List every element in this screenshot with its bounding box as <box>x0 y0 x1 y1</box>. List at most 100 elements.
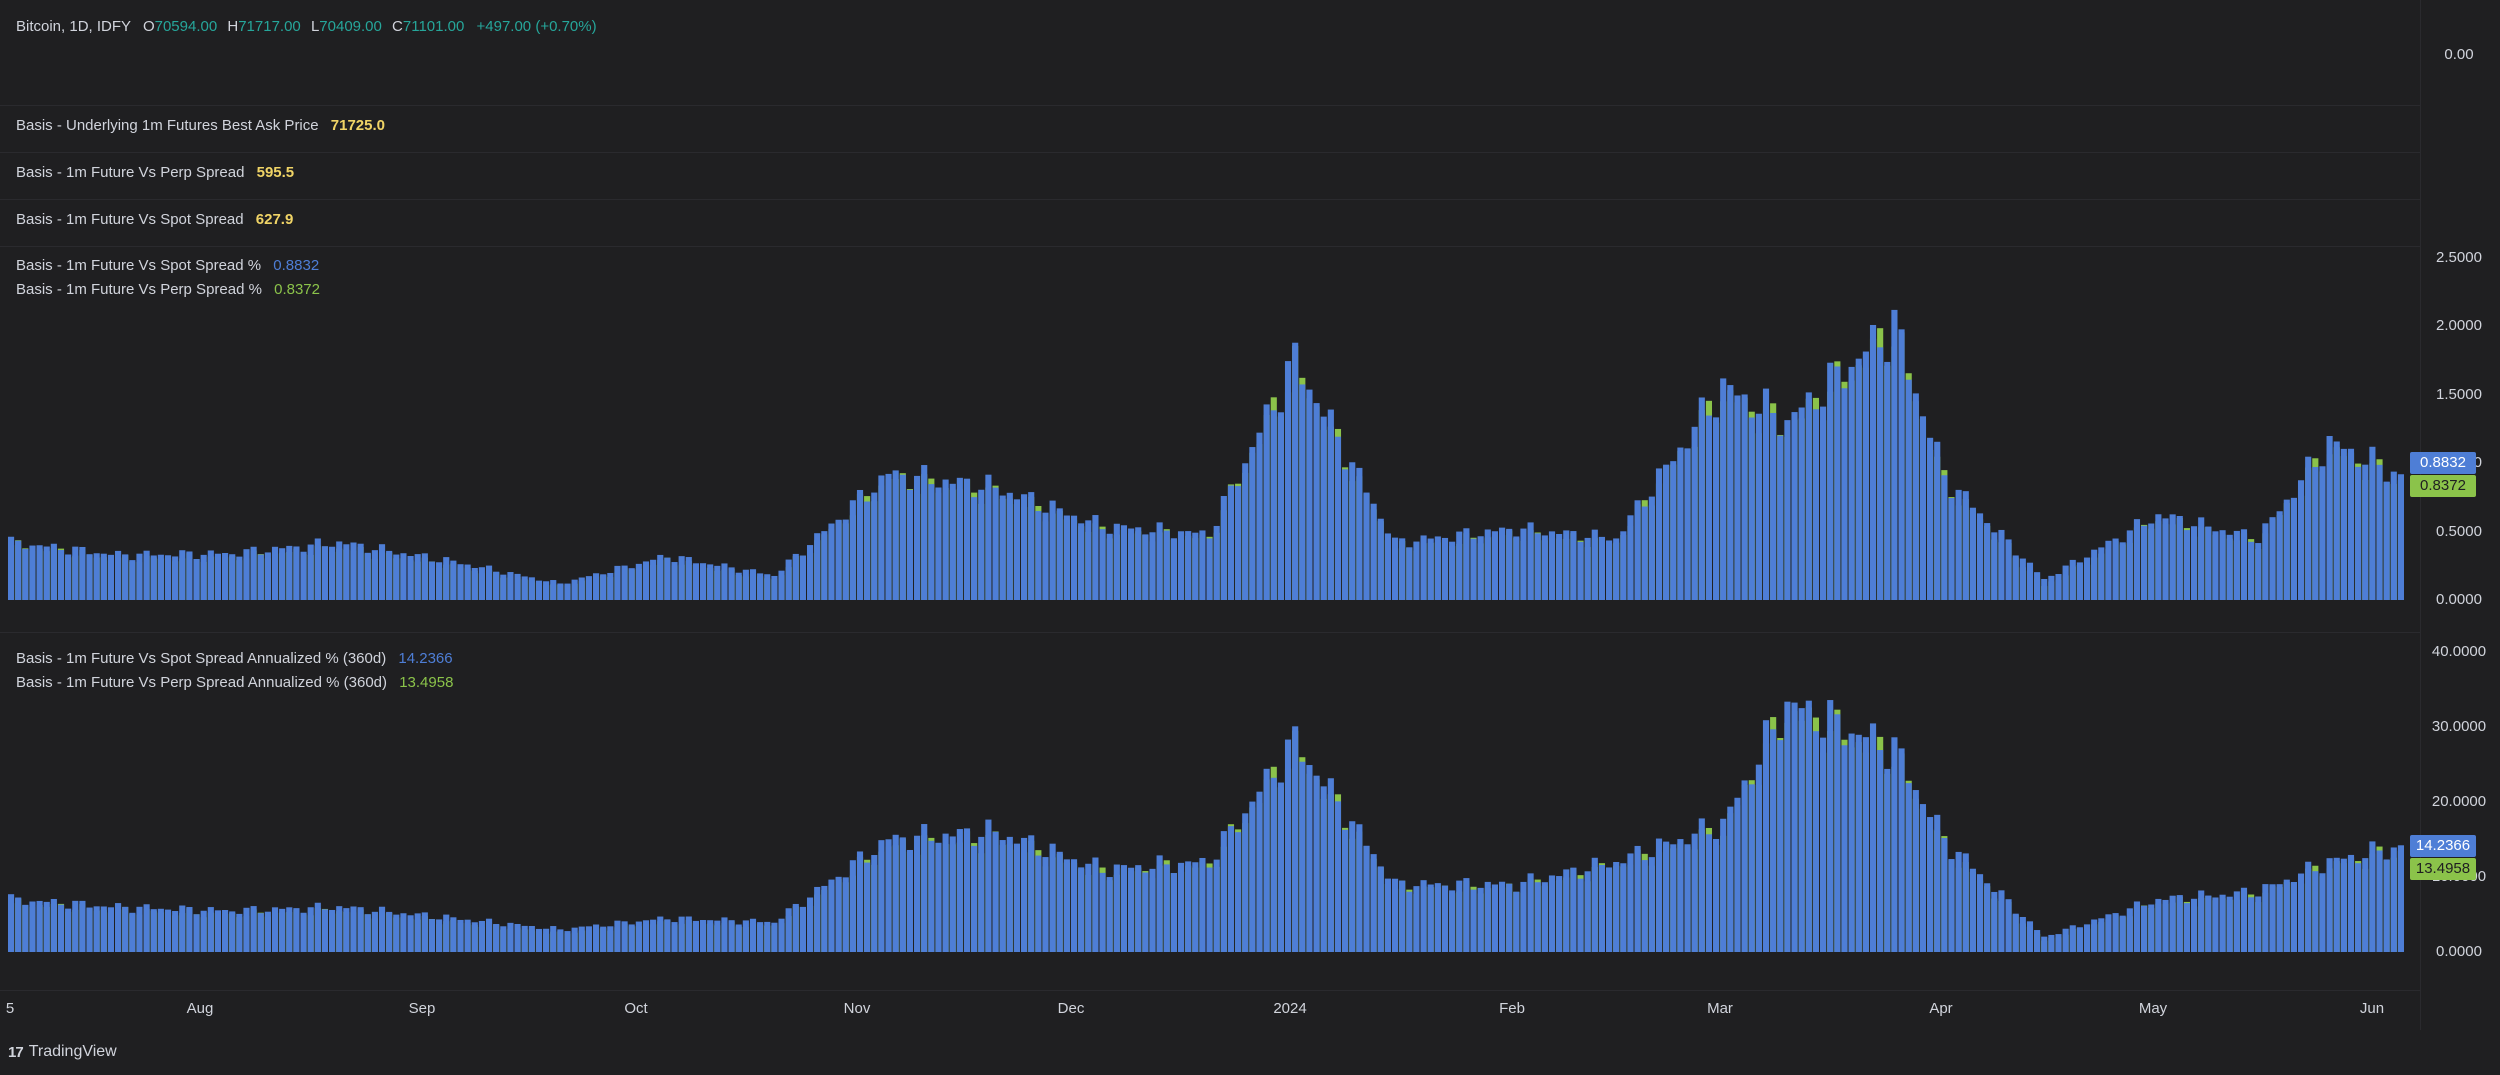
pane1-perp-bar <box>914 475 921 600</box>
pane2-perp-bar <box>1541 882 1548 952</box>
pane2-perp-bar <box>1049 843 1056 952</box>
pane2-perp-bar <box>600 926 607 952</box>
pane2-perp-bar <box>699 920 707 952</box>
pane1-perp-bar <box>428 561 436 600</box>
pane1-perp-bar <box>2397 474 2404 600</box>
pane2-perp-bar <box>2340 858 2347 952</box>
pane2-perp-bar <box>1648 857 1655 952</box>
pane2-perp-bar <box>1841 745 1848 952</box>
pane1-perp-bar <box>500 574 507 600</box>
pane1-perp-bar <box>685 557 692 600</box>
pane1-perp-bar <box>1363 492 1370 600</box>
pane1-perp-bar <box>878 475 885 600</box>
pane1-perp-bar <box>2340 448 2347 600</box>
pane2-perp-bar <box>1085 863 1092 952</box>
pane1-perp-bar <box>493 571 500 600</box>
pane1-perp-bar <box>528 577 535 600</box>
x-axis-tick: May <box>2138 1000 2168 1017</box>
low-value: 70409.00 <box>319 18 382 35</box>
pane2-perp-bar <box>1698 818 1705 952</box>
pane2-perp-bar <box>1762 720 1770 952</box>
pane1-perp-bar <box>93 553 100 600</box>
pane1-perp-bar <box>1984 523 1991 600</box>
pane1-perp-bar <box>1049 500 1056 600</box>
pane1-perp-bar <box>1056 508 1063 600</box>
pane2-spot-label: Basis - 1m Future Vs Spot Spread Annuali… <box>16 650 387 667</box>
pane2-perp-bar <box>414 913 421 952</box>
pane1-perp-bar <box>956 477 963 600</box>
pane2-perp-bar <box>557 929 564 952</box>
pane1-perp-bar <box>207 550 214 600</box>
pane1-perp-bar <box>1299 384 1306 600</box>
pane1-perp-bar <box>1192 532 1199 600</box>
pane1-perp-bar <box>1955 489 1962 600</box>
x-axis-tick: Feb <box>1499 1000 1525 1017</box>
pane1-perp-bar <box>279 548 286 600</box>
pane1-perp-bar <box>1805 392 1812 600</box>
pane2-perp-bar <box>129 912 136 952</box>
pane1-perp-bar <box>1577 541 1584 600</box>
pane2-perp-bar <box>1235 832 1242 952</box>
pane2-perp-bar <box>1805 700 1812 952</box>
pane1-perp-bar <box>243 549 250 600</box>
pane2-perp-bar <box>229 911 236 952</box>
pane1-perp-bar <box>1135 527 1142 600</box>
pane1-perp-bar <box>1898 329 1905 600</box>
pane1-perp-bar <box>321 546 329 600</box>
pane1-perp-bar <box>1235 486 1242 600</box>
pane1-perp-bar <box>971 497 978 600</box>
pane2-perp-bar <box>1320 786 1327 952</box>
pane2-perp-bar <box>107 907 115 952</box>
pane2-perp-bar <box>914 835 921 952</box>
pane1-perp-bar <box>1070 515 1078 600</box>
pane1-perp-bar <box>378 544 386 600</box>
pane1-perp-bar <box>157 554 164 600</box>
pane1-perp-bar <box>300 551 307 600</box>
pane1-perp-bar <box>400 553 407 600</box>
pane1-perp-bar <box>721 563 728 600</box>
pane2-perp-bar <box>179 905 186 952</box>
pane2-perp-bar <box>785 908 792 952</box>
pane1-perp-bar <box>329 546 336 600</box>
pane1-perp-bar <box>229 554 236 600</box>
pane1-perp-bar <box>1677 447 1684 600</box>
pane1-perp-bar <box>699 563 707 600</box>
pane2-perp-bar <box>1484 881 1491 952</box>
pane2-perp-bar <box>1028 835 1035 952</box>
pane1-perp-bar <box>1919 416 1927 600</box>
pane2-perp-bar <box>172 911 179 952</box>
pane2-perp-bar <box>500 926 507 952</box>
pane1-perp-bar <box>1506 528 1513 600</box>
pane2-perp-bar <box>1263 768 1270 952</box>
pane2-perp-bar <box>86 907 93 952</box>
pane2-perp-bar <box>243 907 250 952</box>
pane2-perp-bar <box>314 902 321 952</box>
spot-spread-legend: Basis - 1m Future Vs Spot Spread 627.9 <box>16 211 293 228</box>
pane2-perp-bar <box>1670 844 1677 952</box>
pane2-perp-bar <box>357 907 364 952</box>
pane1-perp-bar <box>1705 415 1713 600</box>
pane2-perp-bar <box>1185 861 1192 952</box>
pane2-perp-bar <box>507 922 514 952</box>
pane2-perp-label: Basis - 1m Future Vs Perp Spread Annuali… <box>16 674 388 691</box>
pane1-perp-bar <box>136 553 143 600</box>
pane2-perp-bar <box>1927 817 1934 952</box>
pane1-perp-bar <box>814 533 821 600</box>
pane1-perp-bar <box>1349 462 1356 600</box>
pane1-perp-bar <box>2091 549 2098 600</box>
pane1-perp-bar <box>1613 538 1620 600</box>
pane1-perp-label: Basis - 1m Future Vs Perp Spread % <box>16 281 262 298</box>
pane2-perp-bar <box>835 876 842 952</box>
pane1-perp-bar <box>664 557 671 600</box>
x-axis-tick: Oct <box>624 1000 648 1017</box>
pane2-perp-bar <box>393 914 400 952</box>
pane1-perp-bar <box>635 563 642 600</box>
pane1-perp-bar <box>2390 471 2397 600</box>
pane1-perp-bar <box>485 565 493 600</box>
tradingview-logo[interactable]: 17 TradingView <box>8 1043 117 1061</box>
pane2-perp-bar <box>1163 864 1170 952</box>
pane1-perp-bar <box>1563 530 1570 600</box>
pane1-perp-value: 0.8372 <box>274 281 320 298</box>
pane2-perp-bar <box>336 906 343 952</box>
